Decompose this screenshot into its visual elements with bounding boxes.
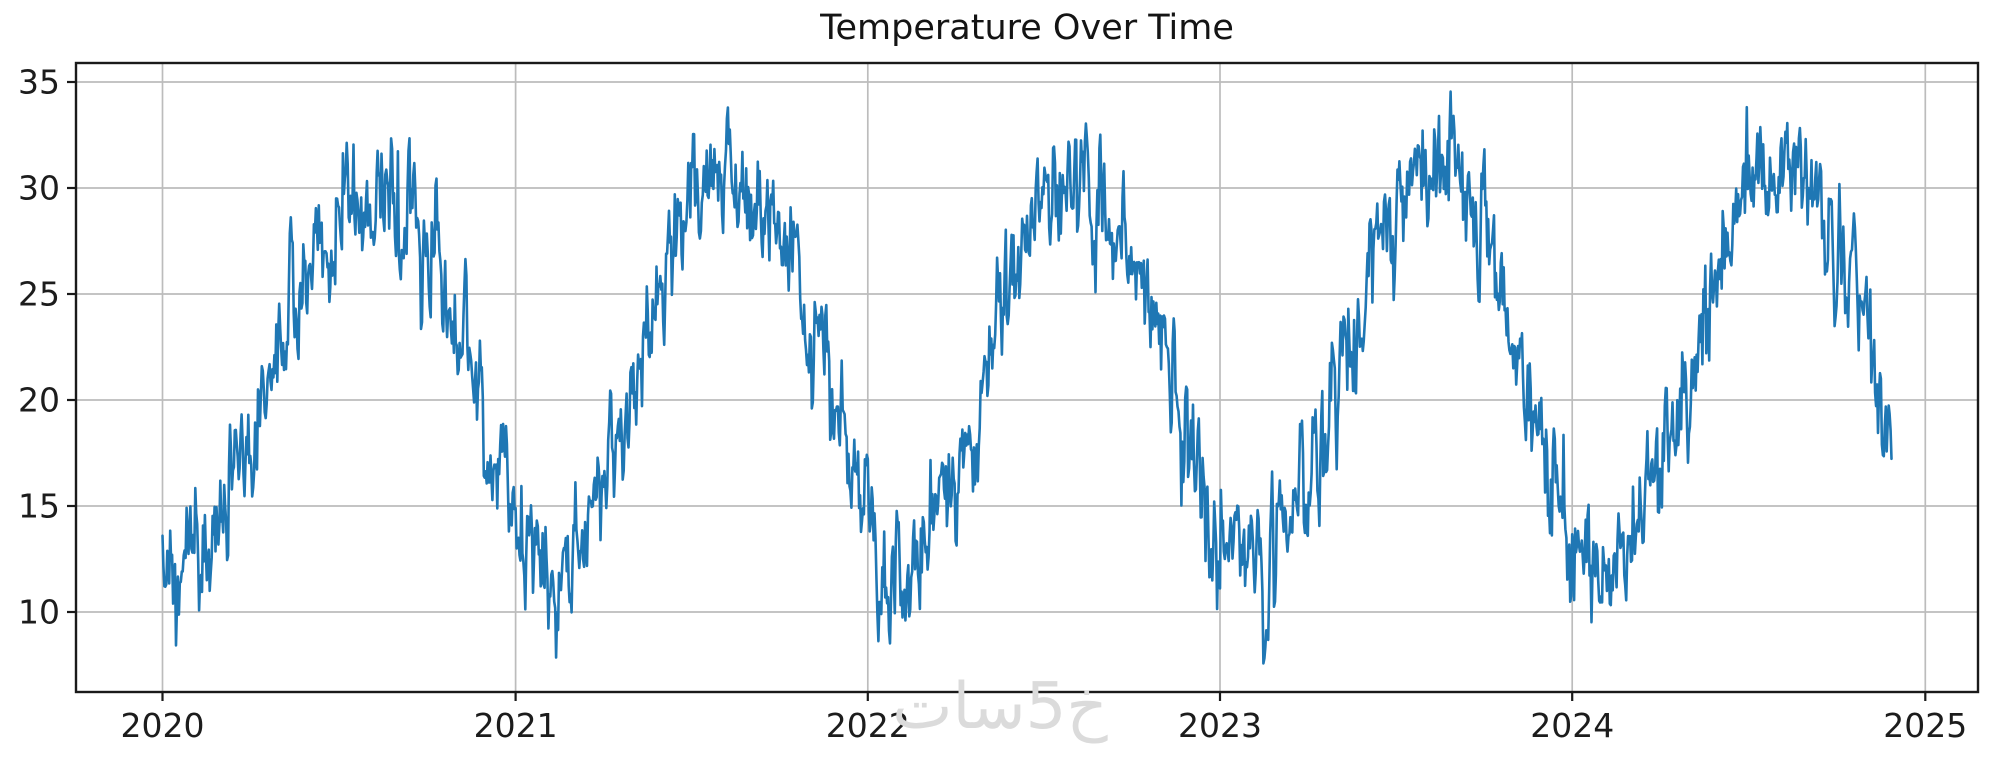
temperature-line	[161, 90, 1893, 665]
y-tick-label: 30	[18, 169, 60, 208]
x-tick-label: 2024	[1530, 706, 1614, 745]
y-tick-label: 25	[18, 275, 60, 314]
plot-border	[74, 61, 1980, 694]
y-tick-label: 10	[18, 593, 60, 632]
x-tick-label: 2022	[826, 706, 910, 745]
x-tick-label: 2021	[474, 706, 558, 745]
y-tick-label: 15	[18, 487, 60, 526]
chart-title: Temperature Over Time	[820, 8, 1234, 48]
khamsat-watermark: خ5سات	[892, 670, 1108, 744]
y-tick-label: 20	[18, 381, 60, 420]
x-tick-label: 2025	[1883, 706, 1967, 745]
x-tick-label: 2020	[121, 706, 205, 745]
x-tick-label: 2023	[1178, 706, 1262, 745]
y-tick-label: 35	[18, 63, 60, 102]
